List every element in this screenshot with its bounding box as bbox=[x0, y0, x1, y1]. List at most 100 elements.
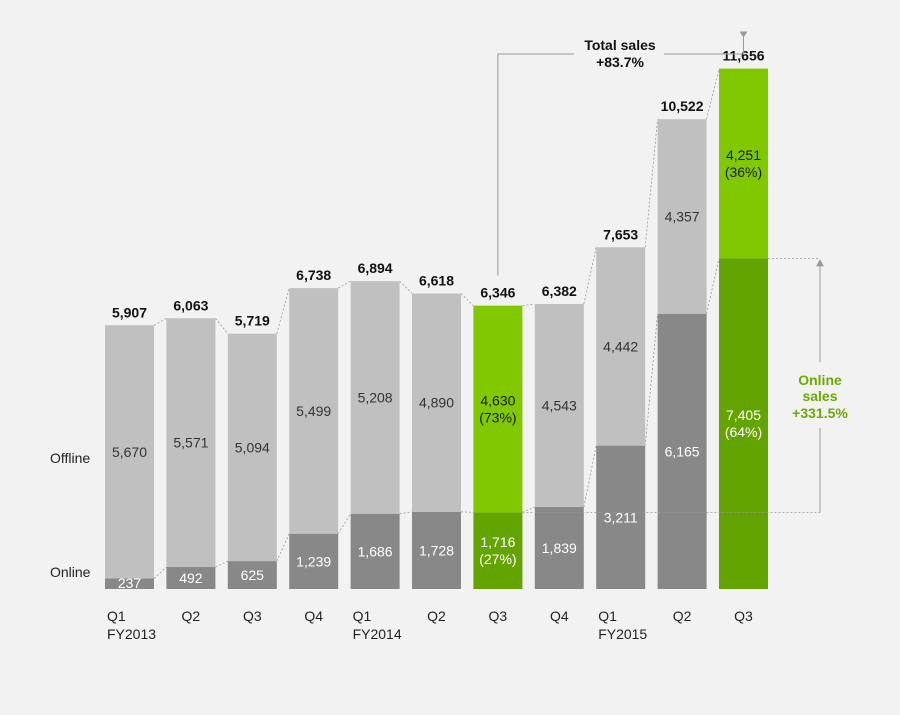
connector-total bbox=[399, 280, 413, 294]
offline-value-label: 5,670 bbox=[112, 444, 147, 460]
total-value-label: 6,346 bbox=[480, 285, 515, 301]
online-sales-value: +331.5% bbox=[792, 405, 848, 421]
online-sales-title2: sales bbox=[802, 388, 837, 404]
x-tick-quarter: Q3 bbox=[489, 608, 508, 624]
total-value-label: 6,063 bbox=[173, 297, 208, 313]
online-arrowhead bbox=[816, 259, 824, 267]
offline-value-label: 5,208 bbox=[358, 389, 393, 405]
bar-offline bbox=[596, 247, 646, 446]
connector-total bbox=[644, 119, 658, 248]
bar-offline bbox=[166, 318, 216, 568]
offline-value-label: 4,630 (73%) bbox=[479, 393, 516, 426]
total-sales-title: Total sales bbox=[584, 37, 656, 53]
connector-lines bbox=[153, 68, 720, 579]
connector-online bbox=[460, 511, 474, 513]
connector-online bbox=[583, 445, 597, 507]
connector-total bbox=[153, 317, 167, 326]
offline-value-label: 5,094 bbox=[235, 439, 270, 455]
total-sales-bracket-right bbox=[664, 32, 744, 55]
x-tick-quarter: Q1 bbox=[598, 608, 617, 624]
offline-value-label: 4,543 bbox=[542, 397, 577, 413]
total-value-label: 5,719 bbox=[235, 313, 270, 329]
bar-online bbox=[473, 512, 523, 589]
online-value-label: 1,839 bbox=[542, 540, 577, 556]
total-value-label: 5,907 bbox=[112, 304, 147, 320]
online-value-label: 1,716 (27%) bbox=[479, 534, 516, 567]
connector-online bbox=[153, 566, 167, 579]
total-value-label: 11,656 bbox=[722, 48, 764, 64]
total-value-label: 7,653 bbox=[603, 226, 638, 242]
x-tick-quarter: Q2 bbox=[427, 608, 446, 624]
connector-total bbox=[338, 280, 351, 289]
connector-online bbox=[706, 258, 720, 314]
offline-value-label: 4,890 bbox=[419, 395, 454, 411]
bar-offline bbox=[657, 119, 707, 314]
bar-offline bbox=[227, 333, 277, 562]
total-sales-value: +83.7% bbox=[596, 54, 644, 70]
bar-online bbox=[534, 506, 584, 589]
offline-value-label: 5,499 bbox=[296, 403, 331, 419]
x-tick-quarter: Q1 bbox=[107, 608, 126, 624]
bar-online bbox=[227, 561, 277, 589]
connector-online bbox=[215, 560, 228, 568]
x-tick-labels: Q1 FY2013 Q2 Q3 Q4 Q1 FY2014 Q2 Q3 Q4 Q1 FY2015 Q2 Q3 bbox=[107, 608, 753, 642]
online-value-label: 1,239 bbox=[296, 553, 331, 569]
online-value-label: 492 bbox=[179, 570, 203, 586]
online-value-label: 1,728 bbox=[419, 542, 454, 558]
x-tick-year: FY2013 bbox=[107, 626, 156, 642]
bar-offline bbox=[412, 293, 461, 512]
connector-online bbox=[522, 506, 535, 513]
bar-online bbox=[289, 533, 339, 589]
online-sales-title: Online bbox=[798, 372, 842, 388]
offline-value-label: 4,251 (36%) bbox=[725, 147, 762, 180]
bar-online bbox=[719, 258, 768, 589]
total-value-label: 6,738 bbox=[296, 267, 331, 283]
row-label-online: Online bbox=[50, 564, 91, 580]
x-tick-quarter: Q1 bbox=[353, 608, 372, 624]
bar-online bbox=[350, 513, 400, 589]
x-tick-year: FY2015 bbox=[598, 626, 647, 642]
bar-offline bbox=[719, 68, 768, 259]
labels: 5,670 237 5,907 5,571 492 6,063 5,094 625 5,719 5… bbox=[112, 48, 765, 591]
bar-online bbox=[596, 445, 646, 589]
x-tick-quarter: Q2 bbox=[182, 608, 201, 624]
bar-online bbox=[412, 511, 461, 589]
connector-online bbox=[337, 513, 351, 534]
total-value-label: 6,894 bbox=[358, 260, 393, 276]
bar-online bbox=[166, 567, 216, 589]
connector-total bbox=[215, 318, 229, 334]
online-value-label: 237 bbox=[118, 575, 142, 591]
connector-online bbox=[399, 511, 413, 515]
total-value-label: 6,618 bbox=[419, 273, 454, 289]
x-tick-quarter: Q3 bbox=[734, 608, 753, 624]
connector-total bbox=[583, 247, 597, 305]
connector-online bbox=[644, 313, 658, 446]
connector-total bbox=[460, 293, 474, 306]
x-tick-quarter: Q4 bbox=[550, 608, 569, 624]
online-value-label: 1,686 bbox=[358, 543, 393, 559]
bar-offline bbox=[350, 281, 400, 514]
offline-value-label: 5,571 bbox=[173, 435, 208, 451]
bars bbox=[105, 68, 768, 589]
total-value-label: 10,522 bbox=[661, 98, 704, 114]
x-tick-year: FY2014 bbox=[353, 626, 402, 642]
row-label-offline: Offline bbox=[50, 450, 90, 466]
connector-total bbox=[706, 68, 720, 120]
bar-offline bbox=[473, 305, 523, 513]
online-value-label: 3,211 bbox=[604, 509, 638, 525]
connector-total bbox=[276, 288, 290, 334]
connector-total bbox=[522, 303, 535, 307]
x-tick-quarter: Q2 bbox=[673, 608, 692, 624]
x-tick-quarter: Q3 bbox=[243, 608, 262, 624]
bar-online bbox=[105, 578, 154, 589]
online-value-label: 6,165 bbox=[665, 443, 700, 459]
x-tick-quarter: Q4 bbox=[304, 608, 323, 624]
total-sales-arrowhead bbox=[739, 31, 748, 38]
connector-online bbox=[276, 533, 290, 562]
bar-offline bbox=[105, 325, 154, 579]
offline-value-label: 4,442 bbox=[603, 338, 638, 354]
bar-offline bbox=[289, 288, 339, 534]
online-value-label: 625 bbox=[241, 567, 265, 583]
